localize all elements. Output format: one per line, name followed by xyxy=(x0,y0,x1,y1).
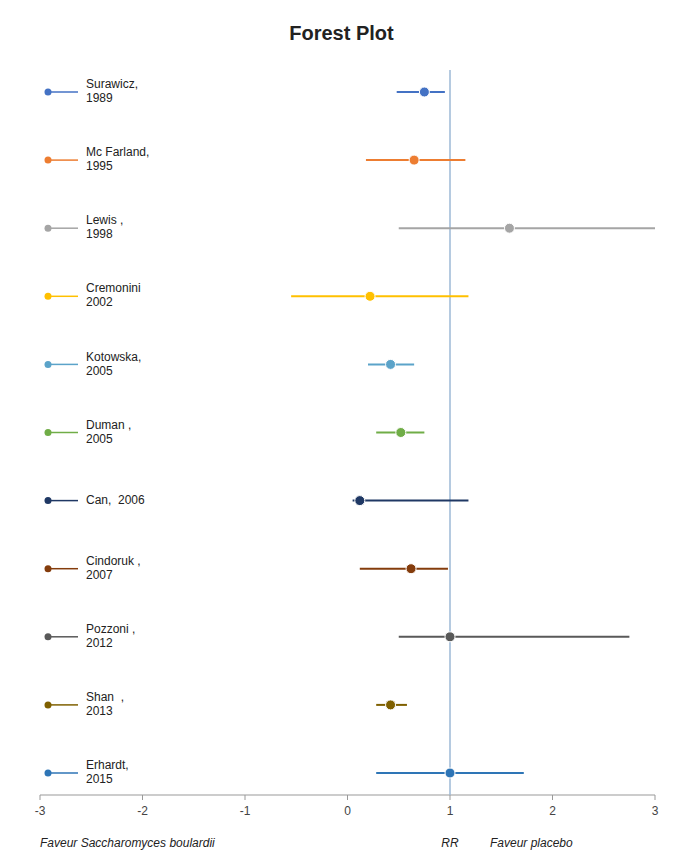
row-key-dot xyxy=(45,89,52,96)
chart-title: Forest Plot xyxy=(289,22,394,44)
ci-line xyxy=(291,295,468,297)
study-label: Kotowska,2005 xyxy=(86,350,141,378)
reference-line xyxy=(449,70,451,795)
study-label-line: Erhardt, xyxy=(86,758,129,772)
study-label-line: 2002 xyxy=(86,295,113,309)
point-estimate xyxy=(445,768,455,778)
row-key-line xyxy=(48,364,78,366)
study-label-line: Kotowska, xyxy=(86,350,141,364)
row-key-line xyxy=(48,296,78,298)
x-tick-label: 3 xyxy=(652,804,659,818)
x-tick-label: -2 xyxy=(137,804,148,818)
study-label-line: 1995 xyxy=(86,159,113,173)
study-label-line: 2005 xyxy=(86,364,113,378)
x-tick xyxy=(245,795,246,800)
row-key-dot xyxy=(45,225,52,232)
ci-line xyxy=(399,227,655,229)
row-key-dot xyxy=(45,633,52,640)
row-key-line xyxy=(48,500,78,502)
point-estimate xyxy=(409,155,419,165)
study-label: Pozzoni ,2012 xyxy=(86,622,135,650)
chart-container: Forest Plot -3 -2 -1 0 1 2 3 Surawicz,1989 Mc Far… xyxy=(0,0,683,865)
point-estimate xyxy=(386,359,396,369)
ci-line xyxy=(360,568,448,570)
study-label: Cremonini2002 xyxy=(86,281,141,309)
x-tick-label: 1 xyxy=(447,804,454,818)
study-label: Surawicz,1989 xyxy=(86,77,138,105)
point-estimate xyxy=(445,632,455,642)
x-label-left: Faveur Saccharomyces boulardii xyxy=(40,836,215,850)
row-key-line xyxy=(48,91,78,93)
study-label: Shan ,2013 xyxy=(86,690,124,718)
row-key-line xyxy=(48,568,78,570)
row-key-dot xyxy=(45,293,52,300)
point-estimate xyxy=(396,428,406,438)
x-tick xyxy=(552,795,553,800)
ci-line xyxy=(353,500,469,502)
study-label: Erhardt,2015 xyxy=(86,758,129,786)
row-key-dot xyxy=(45,770,52,777)
x-tick-label: -1 xyxy=(240,804,251,818)
study-label-line: 1989 xyxy=(86,91,113,105)
study-label-line: Cindoruk , xyxy=(86,554,141,568)
row-key-dot xyxy=(45,361,52,368)
x-axis: -3 -2 -1 0 1 2 3 xyxy=(35,795,659,818)
study-label-line: Lewis , xyxy=(86,213,123,227)
study-label-line: 2012 xyxy=(86,636,113,650)
study-label-line: Surawicz, xyxy=(86,77,138,91)
study-label-line: Cremonini xyxy=(86,281,141,295)
study-label-line: 1998 xyxy=(86,227,113,241)
point-estimate xyxy=(365,291,375,301)
row-key-line xyxy=(48,704,78,706)
row-key-dot xyxy=(45,565,52,572)
row-labels: Surawicz,1989 Mc Farland,1995 Lewis ,1998 C… xyxy=(45,77,150,786)
study-label-line: Can, 2006 xyxy=(86,493,145,507)
row-key-line xyxy=(48,432,78,434)
point-estimate xyxy=(355,496,365,506)
study-label-line: 2013 xyxy=(86,704,113,718)
point-estimate xyxy=(386,700,396,710)
study-label-line: 2005 xyxy=(86,432,113,446)
study-label: Cindoruk ,2007 xyxy=(86,554,141,582)
row-key-line xyxy=(48,227,78,229)
x-label-right: Faveur placebo xyxy=(490,836,573,850)
point-estimate xyxy=(406,564,416,574)
x-tick-label: 2 xyxy=(549,804,556,818)
x-tick xyxy=(40,795,41,800)
study-label: Duman ,2005 xyxy=(86,418,131,446)
study-label-line: Duman , xyxy=(86,418,131,432)
row-key-line xyxy=(48,636,78,638)
study-label: Mc Farland,1995 xyxy=(86,145,149,173)
point-estimate xyxy=(504,223,514,233)
row-key-line xyxy=(48,159,78,161)
x-tick xyxy=(142,795,143,800)
x-tick xyxy=(347,795,348,800)
x-tick xyxy=(450,795,451,800)
study-label-line: Mc Farland, xyxy=(86,145,149,159)
row-key-dot xyxy=(45,157,52,164)
x-tick xyxy=(655,795,656,800)
study-label-line: Shan , xyxy=(86,690,124,704)
x-label: RR xyxy=(441,836,459,850)
x-tick-label: 0 xyxy=(344,804,351,818)
point-estimate xyxy=(419,87,429,97)
row-key-dot xyxy=(45,701,52,708)
chart-svg: Forest Plot -3 -2 -1 0 1 2 3 Surawicz,1989 Mc Far… xyxy=(0,0,683,865)
plot-marks xyxy=(291,70,655,795)
study-label: Can, 2006 xyxy=(86,493,145,507)
study-label-line: 2015 xyxy=(86,772,113,786)
row-key-dot xyxy=(45,497,52,504)
row-key-dot xyxy=(45,429,52,436)
study-label-line: 2007 xyxy=(86,568,113,582)
study-label-line: Pozzoni , xyxy=(86,622,135,636)
study-label: Lewis ,1998 xyxy=(86,213,123,241)
row-key-line xyxy=(48,772,78,774)
ci-line xyxy=(399,636,630,638)
x-tick-label: -3 xyxy=(35,804,46,818)
